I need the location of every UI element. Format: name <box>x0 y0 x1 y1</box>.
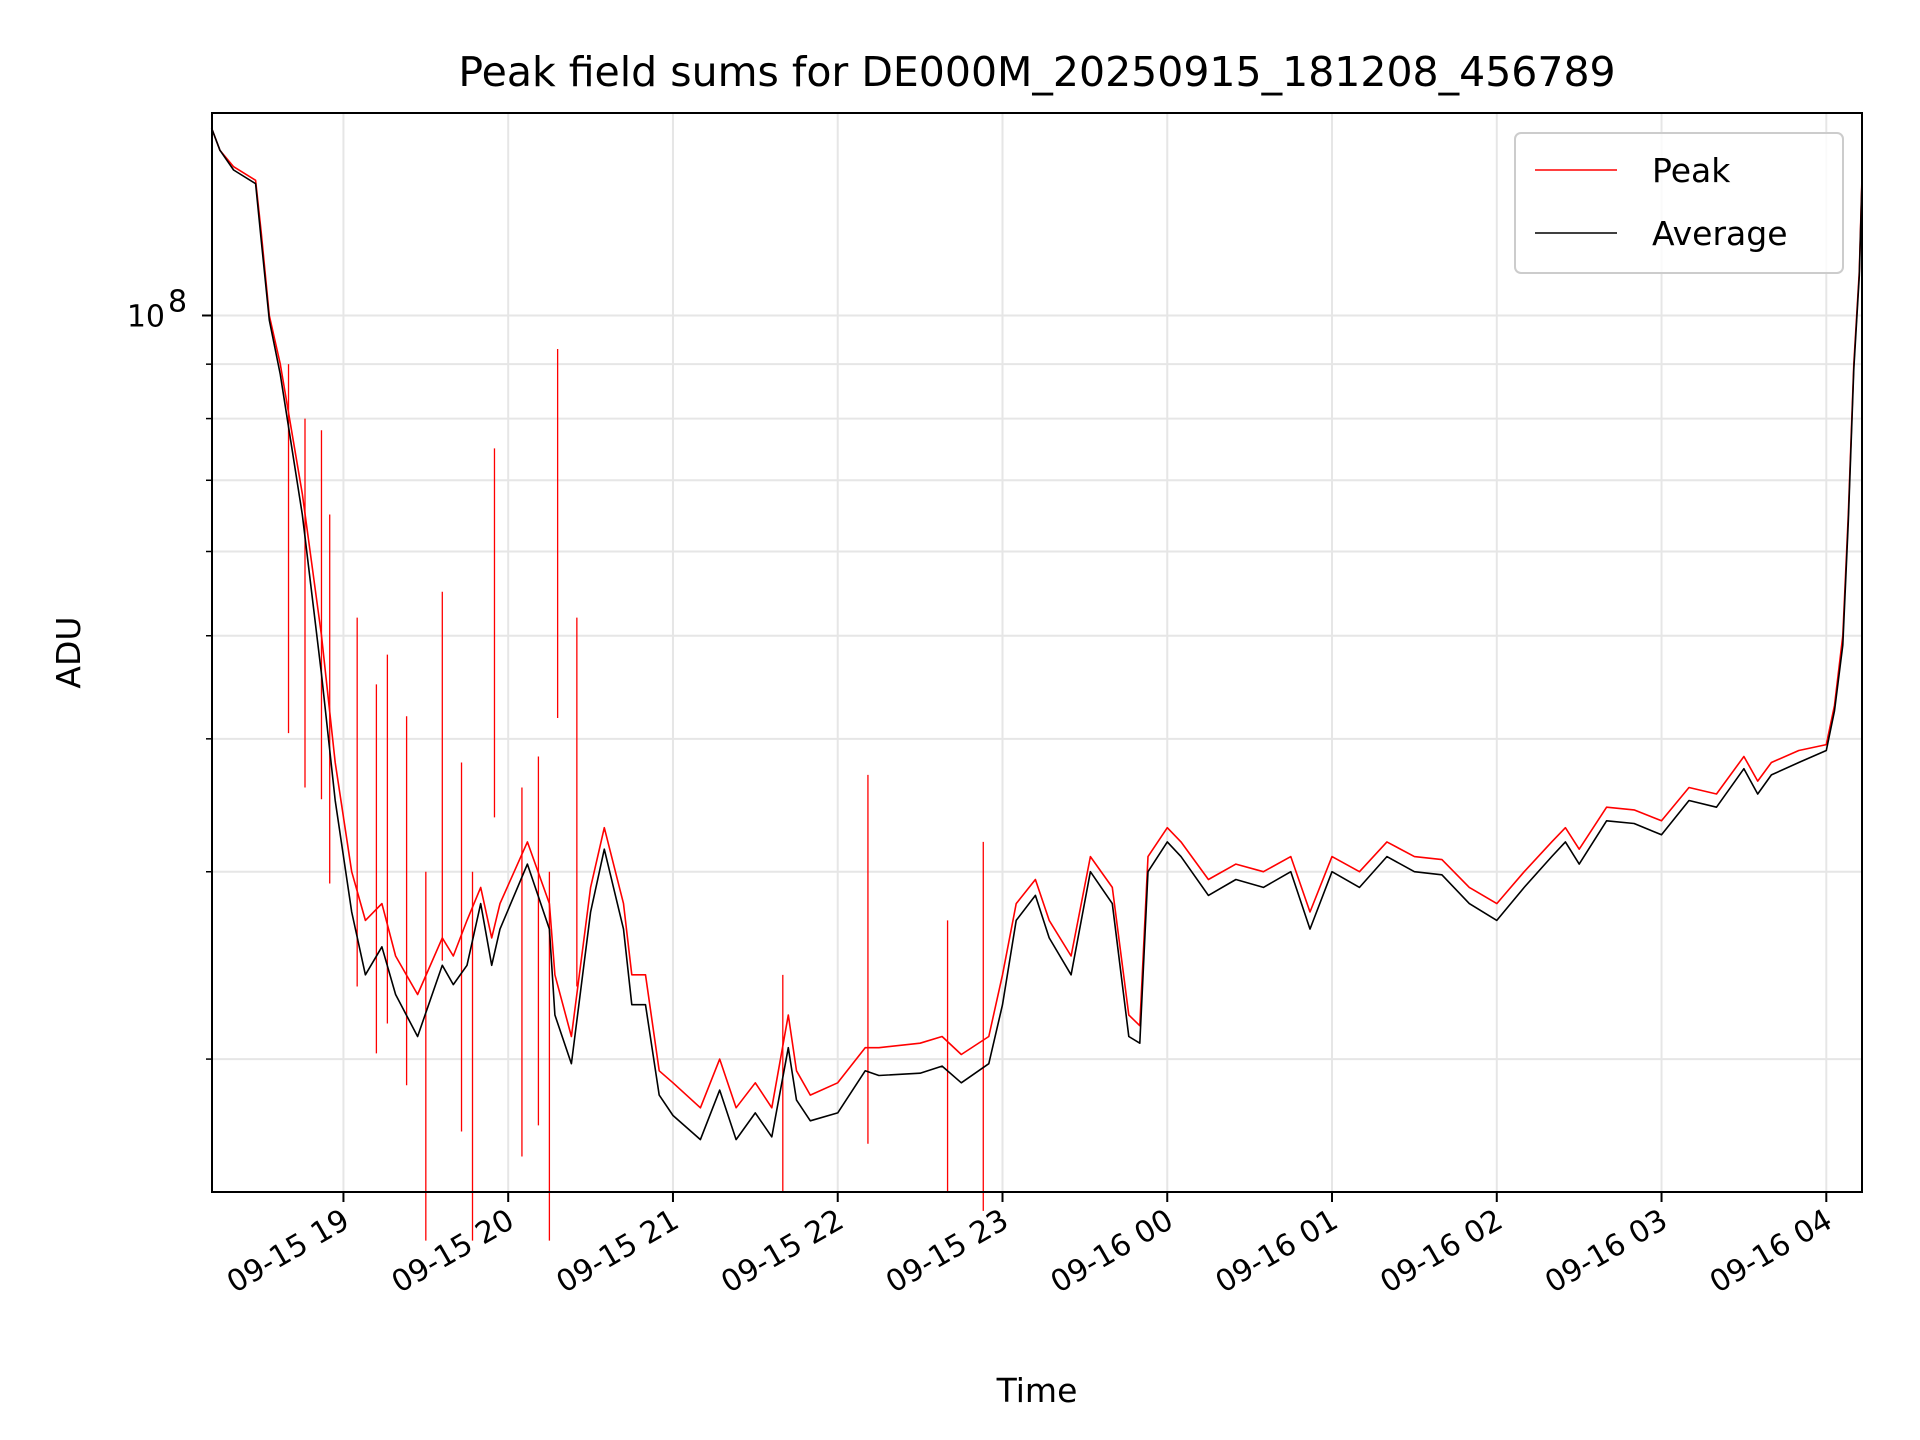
y-axis-label: ADU <box>49 616 88 688</box>
legend-label-peak: Peak <box>1652 151 1731 190</box>
legend-box <box>1514 132 1844 274</box>
series-layer <box>210 127 1863 1241</box>
y-tick-label: 10 <box>127 299 165 334</box>
legend-label-average: Average <box>1652 214 1788 253</box>
grid <box>212 113 1862 1192</box>
legend: Peak Average <box>1514 132 1844 274</box>
y-tick-label-exponent: 8 <box>168 284 187 319</box>
chart-title: Peak field sums for DE000M_20250915_1812… <box>458 48 1615 96</box>
plot-frame <box>211 112 1863 1193</box>
series-line-average <box>210 127 1863 1141</box>
x-axis-label: Time <box>996 1371 1078 1410</box>
